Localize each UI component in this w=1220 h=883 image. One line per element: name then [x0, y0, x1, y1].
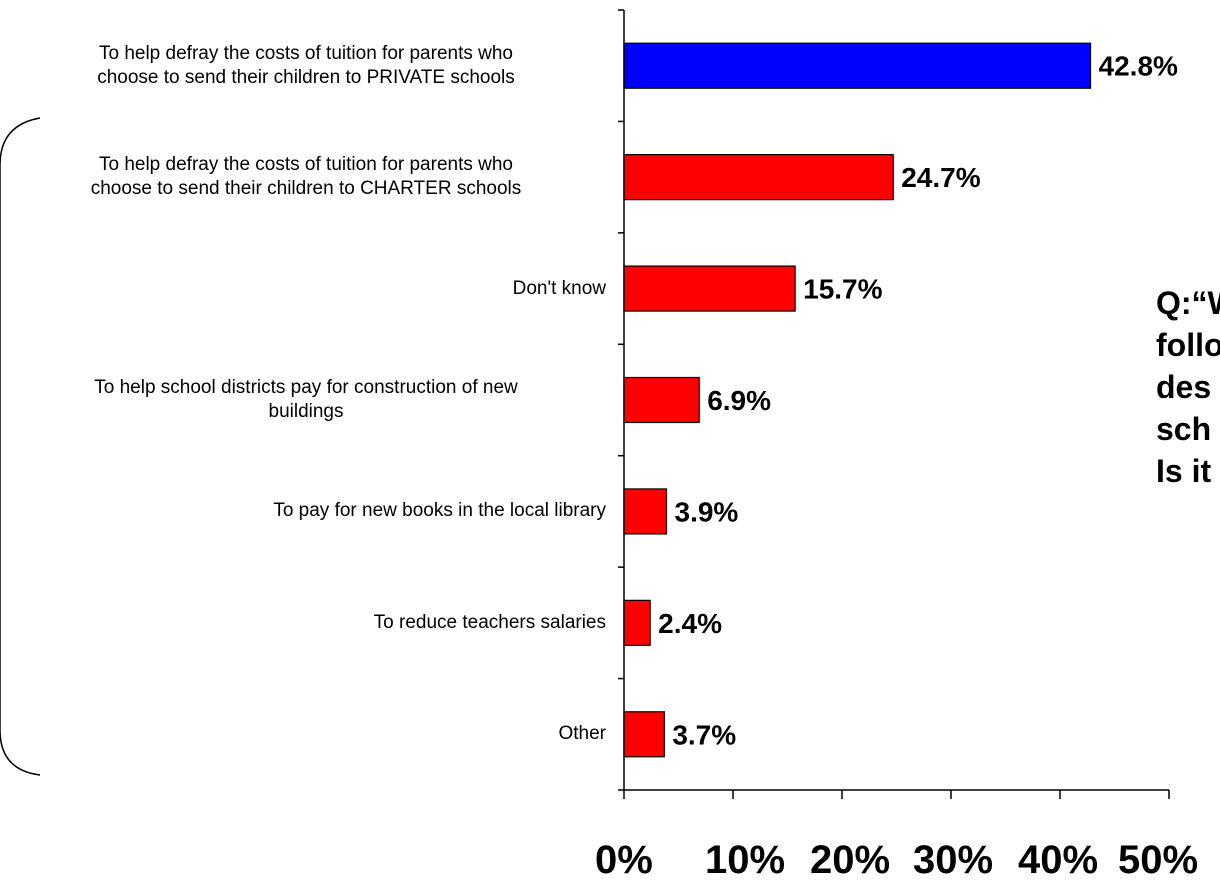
bracket-decoration: [0, 117, 41, 776]
category-label: To pay for new books in the local librar…: [6, 499, 606, 523]
x-tick-label: 30%: [913, 838, 994, 882]
bar: [623, 488, 668, 535]
category-label-line: To pay for new books in the local librar…: [273, 500, 606, 522]
category-label-line: To help defray the costs of tuition for …: [98, 154, 513, 176]
question-annotation: Q:“W follo des sch Is it: [1156, 285, 1220, 489]
data-label: 15.7%: [803, 274, 882, 305]
category-label-line: choose to send their children to CHARTER…: [90, 178, 522, 200]
category-label: To help defray the costs of tuition for …: [6, 42, 606, 90]
category-label-line: Other: [558, 723, 606, 745]
data-label: 2.4%: [658, 608, 722, 639]
bar: [623, 711, 665, 758]
x-tick-label: 20%: [810, 838, 891, 882]
category-label-line: choose to send their children to PRIVATE…: [97, 66, 515, 88]
category-label-line: buildings: [268, 401, 344, 422]
category-label: To help school districts pay for constru…: [6, 376, 606, 424]
category-label: Other: [6, 722, 606, 746]
x-tick-label: 50%: [1118, 838, 1199, 882]
x-tick-label: 10%: [705, 838, 786, 882]
bar: [623, 154, 894, 201]
data-label: 3.7%: [672, 719, 736, 750]
data-label: 3.9%: [675, 496, 739, 527]
x-tick-label: 0%: [595, 838, 653, 882]
category-label: Don't know: [6, 277, 606, 301]
category-label: To reduce teachers salaries: [6, 611, 606, 635]
bar: [623, 265, 796, 312]
category-label-line: To help defray the costs of tuition for …: [98, 42, 513, 64]
bar: [623, 599, 651, 646]
bar: [623, 42, 1092, 89]
category-label-line: Don't know: [512, 277, 606, 299]
bar: [623, 376, 700, 424]
data-label: 24.7%: [901, 162, 980, 193]
category-label-line: To reduce teachers salaries: [373, 611, 606, 633]
data-label: 6.9%: [707, 385, 771, 416]
data-label: 42.8%: [1099, 51, 1178, 82]
category-label: To help defray the costs of tuition for …: [6, 153, 606, 201]
category-label-line: To help school districts pay for constru…: [94, 377, 518, 398]
x-tick-label: 40%: [1018, 838, 1099, 882]
